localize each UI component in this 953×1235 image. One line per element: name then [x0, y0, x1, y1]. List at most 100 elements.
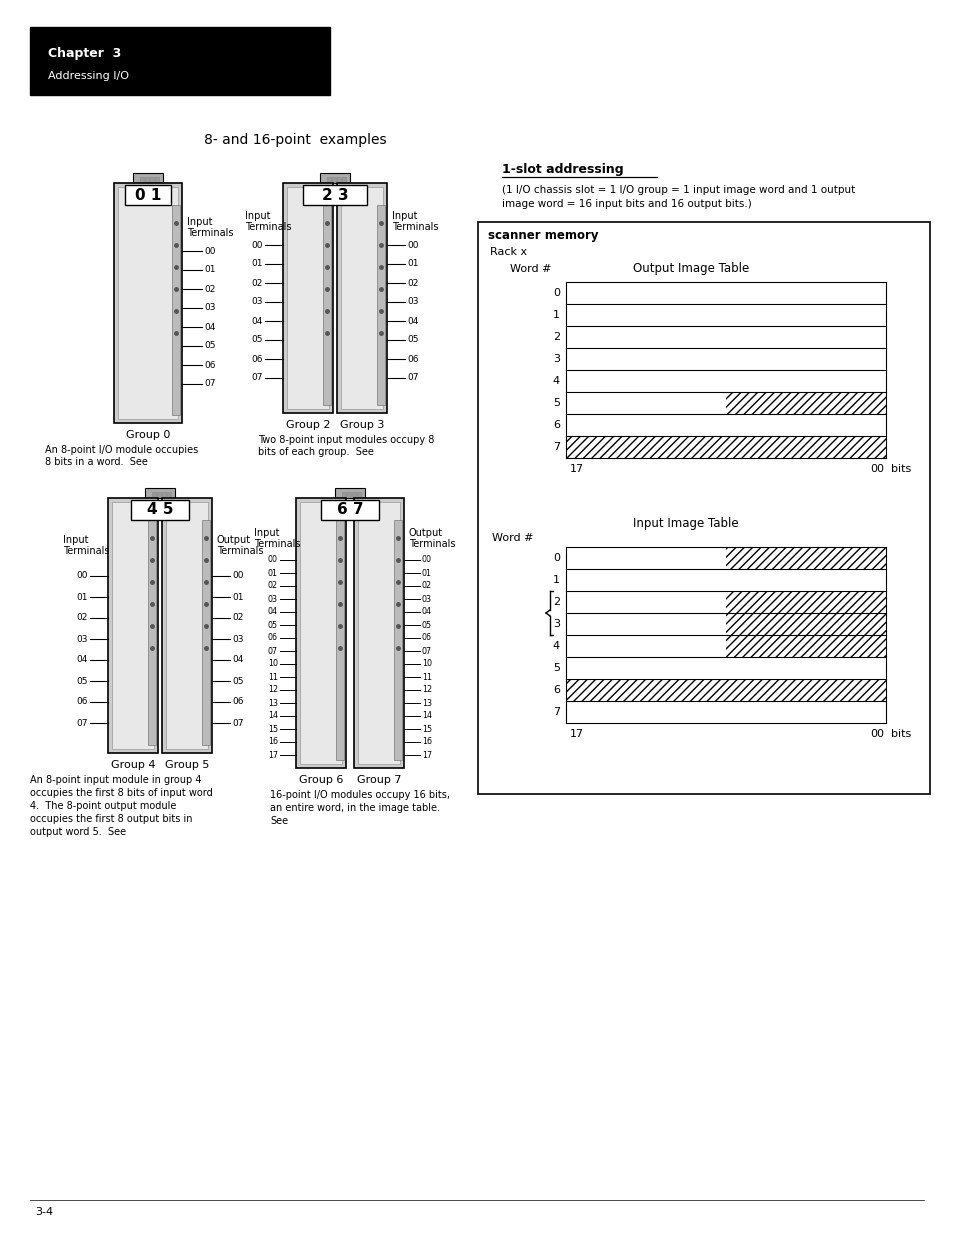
- Text: Chapter  3: Chapter 3: [48, 47, 121, 61]
- Text: Word #: Word #: [510, 264, 551, 274]
- Text: 04: 04: [252, 316, 263, 326]
- Text: scanner memory: scanner memory: [488, 228, 598, 242]
- Text: 6 7: 6 7: [336, 503, 363, 517]
- Text: 01: 01: [421, 568, 432, 578]
- Bar: [725, 592, 885, 613]
- Bar: [157, 492, 161, 496]
- Text: 00: 00: [869, 464, 883, 474]
- Text: 16-point I/O modules occupy 16 bits,: 16-point I/O modules occupy 16 bits,: [270, 790, 450, 800]
- Text: 15: 15: [421, 725, 432, 734]
- Text: 06: 06: [76, 698, 88, 706]
- Text: 5: 5: [553, 398, 559, 408]
- Text: 01: 01: [76, 593, 88, 601]
- Bar: [202, 520, 210, 745]
- Text: 16: 16: [421, 737, 432, 746]
- Text: Terminals: Terminals: [216, 546, 263, 556]
- Bar: [340, 186, 382, 409]
- Text: 7: 7: [553, 442, 559, 452]
- Text: 02: 02: [252, 279, 263, 288]
- Text: 4 5: 4 5: [147, 503, 173, 517]
- Text: 06: 06: [252, 354, 263, 363]
- Bar: [172, 205, 180, 415]
- Text: 02: 02: [76, 614, 88, 622]
- Bar: [477, 222, 929, 794]
- Bar: [113, 183, 182, 424]
- Bar: [335, 520, 344, 760]
- Bar: [145, 177, 149, 182]
- Bar: [335, 488, 365, 498]
- Text: Output: Output: [216, 535, 251, 545]
- Text: 00: 00: [421, 556, 432, 564]
- Text: an entire word, in the image table.: an entire word, in the image table.: [270, 803, 439, 813]
- Bar: [347, 492, 351, 496]
- Bar: [162, 492, 166, 496]
- Text: 6: 6: [553, 685, 559, 695]
- Bar: [336, 177, 340, 182]
- Text: 04: 04: [76, 656, 88, 664]
- Text: 13: 13: [268, 699, 277, 708]
- Text: 07: 07: [407, 373, 418, 383]
- Text: Terminals: Terminals: [187, 228, 233, 238]
- Text: 04: 04: [421, 608, 432, 616]
- Text: 00: 00: [268, 556, 277, 564]
- Text: 05: 05: [252, 336, 263, 345]
- Text: (1 I/O chassis slot = 1 I/O group = 1 input image word and 1 output: (1 I/O chassis slot = 1 I/O group = 1 in…: [501, 185, 854, 195]
- Bar: [725, 635, 885, 657]
- Text: 12: 12: [421, 685, 432, 694]
- Text: Input: Input: [392, 211, 417, 221]
- Text: 11: 11: [421, 673, 432, 682]
- Text: 0 1: 0 1: [134, 188, 161, 203]
- Bar: [140, 177, 144, 182]
- Text: 17: 17: [421, 751, 432, 760]
- Bar: [148, 520, 156, 745]
- Text: 01: 01: [204, 266, 215, 274]
- Text: 10: 10: [421, 659, 432, 668]
- Text: Group 0: Group 0: [126, 430, 170, 440]
- Text: 14: 14: [268, 711, 277, 720]
- Bar: [352, 492, 355, 496]
- Text: 02: 02: [421, 582, 432, 590]
- Text: 03: 03: [76, 635, 88, 643]
- Bar: [565, 679, 885, 701]
- Bar: [565, 436, 885, 458]
- Text: 00: 00: [252, 241, 263, 249]
- Text: 01: 01: [232, 593, 243, 601]
- Bar: [167, 492, 171, 496]
- Text: 05: 05: [76, 677, 88, 685]
- Text: 2 3: 2 3: [321, 188, 348, 203]
- Text: bits: bits: [890, 729, 910, 739]
- Bar: [131, 500, 189, 520]
- Bar: [132, 173, 163, 183]
- Text: Addressing I/O: Addressing I/O: [48, 70, 129, 82]
- Text: 2: 2: [553, 597, 559, 606]
- Text: An 8-point input module in group 4: An 8-point input module in group 4: [30, 776, 201, 785]
- Text: 05: 05: [232, 677, 243, 685]
- Text: 01: 01: [407, 259, 418, 268]
- Text: Input: Input: [245, 211, 271, 221]
- Text: 04: 04: [232, 656, 243, 664]
- Text: 7: 7: [553, 706, 559, 718]
- Text: Input Image Table: Input Image Table: [633, 517, 738, 530]
- Text: 8- and 16-point  examples: 8- and 16-point examples: [204, 133, 386, 147]
- Text: 07: 07: [252, 373, 263, 383]
- Text: 15: 15: [268, 725, 277, 734]
- Bar: [154, 177, 159, 182]
- Text: 02: 02: [204, 284, 215, 294]
- Text: 04: 04: [268, 608, 277, 616]
- Bar: [394, 520, 401, 760]
- Text: Input: Input: [63, 535, 89, 545]
- Text: 2: 2: [553, 332, 559, 342]
- Bar: [356, 492, 360, 496]
- Text: See: See: [270, 816, 288, 826]
- Text: 13: 13: [421, 699, 432, 708]
- Bar: [725, 391, 885, 414]
- Text: bits of each group.  See: bits of each group. See: [257, 447, 374, 457]
- Text: occupies the first 8 bits of input word: occupies the first 8 bits of input word: [30, 788, 213, 798]
- Text: 4.  The 8-point output module: 4. The 8-point output module: [30, 802, 176, 811]
- Text: 06: 06: [407, 354, 418, 363]
- Text: 06: 06: [232, 698, 243, 706]
- Bar: [295, 498, 346, 768]
- Text: Group 5: Group 5: [165, 760, 209, 769]
- Bar: [319, 173, 350, 183]
- Text: 3: 3: [553, 619, 559, 629]
